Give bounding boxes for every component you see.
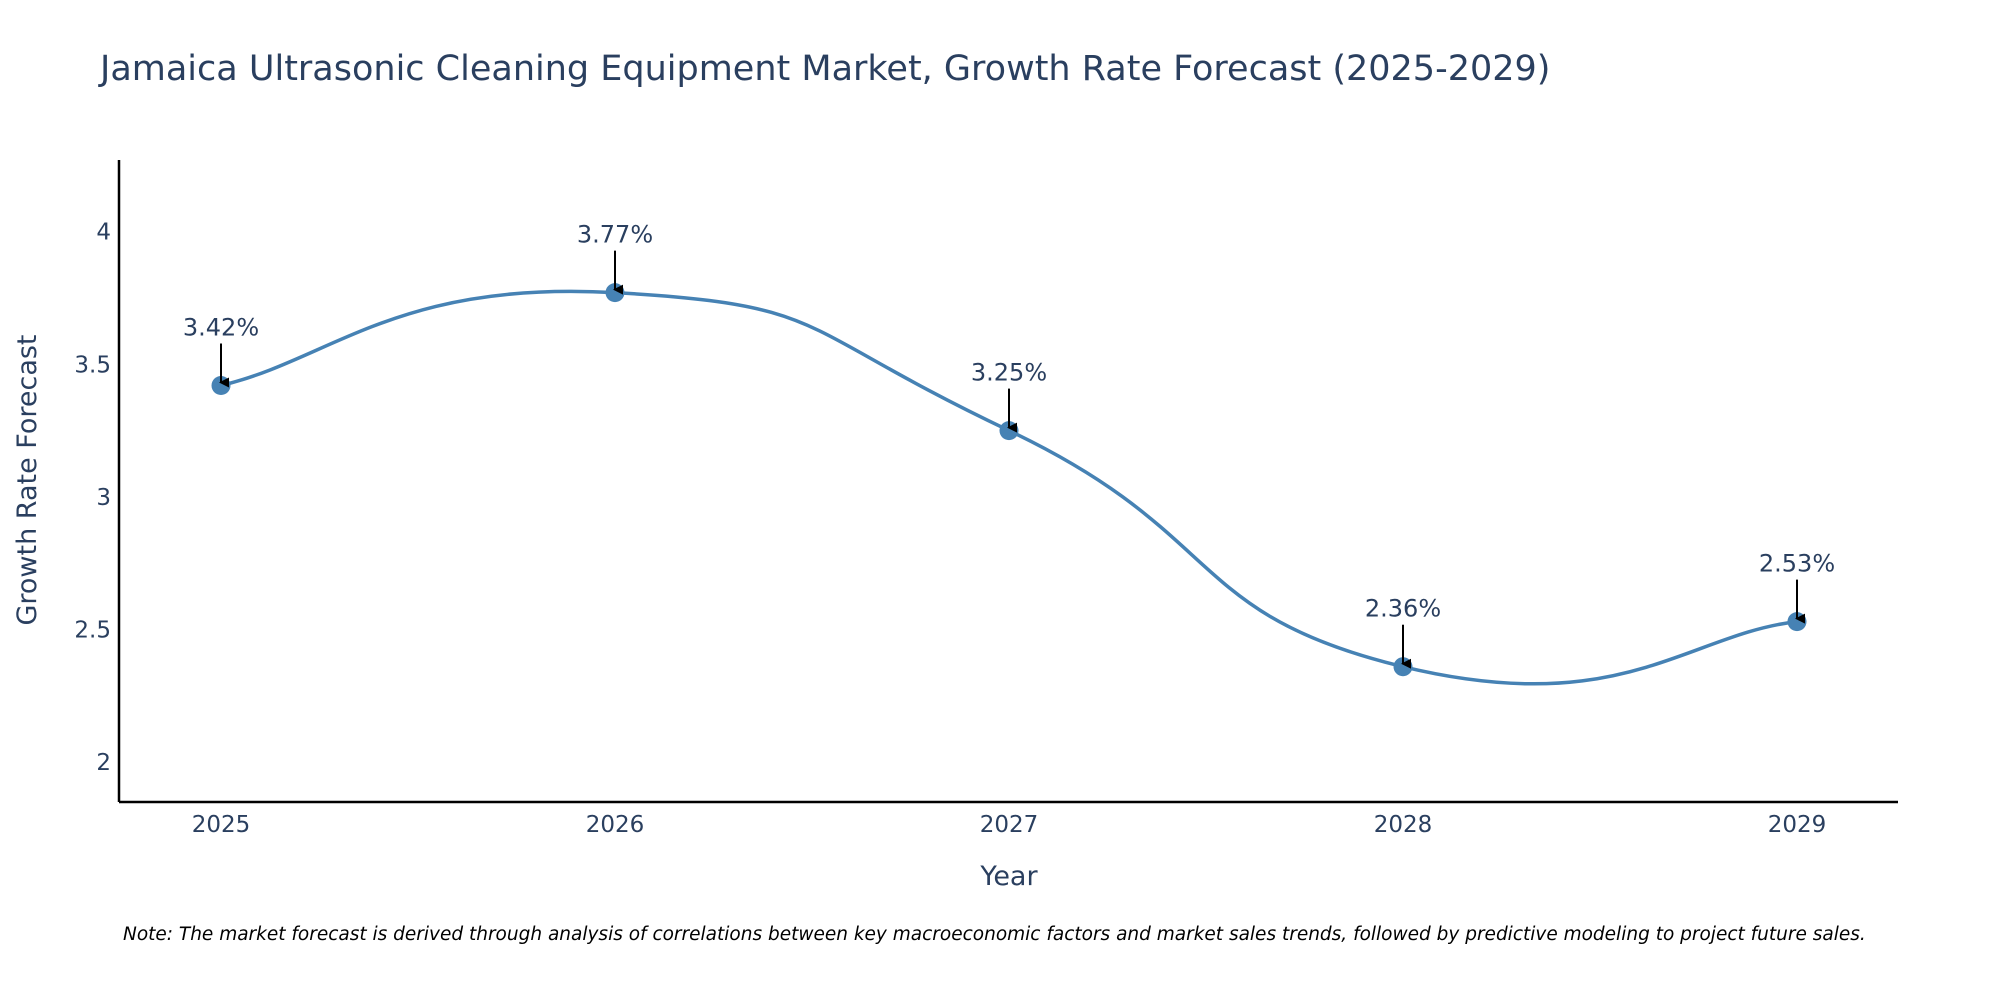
x-tick-label: 2026 [586,812,645,838]
y-tick-label: 4 [96,220,111,246]
series-line [219,289,1799,686]
y-tick-label: 3.5 [74,352,111,378]
y-axis-ticks: 2 2.5 3 3.5 4 [74,220,111,777]
y-tick-label: 3 [96,485,111,511]
x-axis-title: Year [979,861,1038,892]
y-tick-label: 2.5 [74,618,111,644]
series-group [211,283,1807,686]
data-label: 2.36% [1365,595,1441,623]
annotation-group: 3.42% 3.77% 3.25% 2.36% 2.53% [183,221,1835,669]
data-label: 3.42% [183,313,259,341]
data-label: 3.77% [577,221,653,249]
footnote: Note: The market forecast is derived thr… [123,924,1866,945]
chart-title: Jamaica Ultrasonic Cleaning Equipment Ma… [98,49,1550,89]
y-tick-label: 2 [96,750,111,776]
data-label: 3.25% [971,359,1047,387]
data-label: 2.53% [1759,550,1835,578]
x-tick-label: 2028 [1374,812,1433,838]
x-axis-ticks: 2025 2026 2027 2028 2029 [192,812,1827,838]
x-tick-label: 2029 [1768,812,1827,838]
y-axis-title: Growth Rate Forecast [12,334,43,625]
x-tick-label: 2025 [192,812,251,838]
x-tick-label: 2027 [980,812,1039,838]
